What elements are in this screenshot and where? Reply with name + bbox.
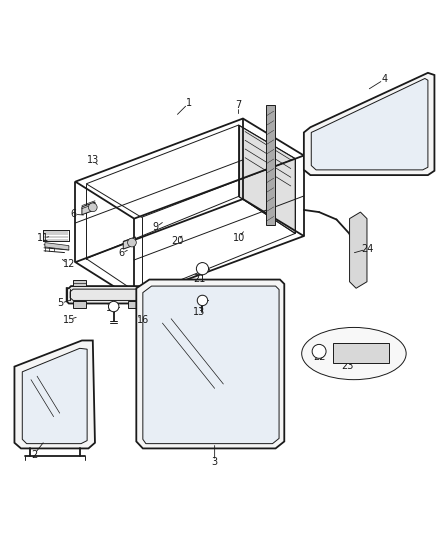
Text: 3: 3 (212, 457, 218, 467)
Polygon shape (333, 343, 389, 363)
Text: 5: 5 (57, 298, 63, 309)
Polygon shape (311, 78, 428, 170)
Text: 4: 4 (381, 75, 388, 84)
Text: 6: 6 (70, 209, 76, 219)
Text: 23: 23 (341, 361, 353, 371)
Circle shape (127, 238, 136, 247)
Text: 1: 1 (185, 98, 191, 108)
Text: 20: 20 (171, 236, 184, 246)
Polygon shape (143, 286, 279, 443)
Text: 12: 12 (63, 260, 75, 269)
Text: 10: 10 (233, 233, 245, 243)
Polygon shape (136, 279, 284, 448)
Circle shape (197, 295, 208, 305)
Text: 21: 21 (193, 273, 205, 284)
Ellipse shape (302, 327, 406, 379)
Text: 22: 22 (313, 352, 325, 362)
Text: 11: 11 (37, 233, 49, 243)
Text: 9: 9 (153, 222, 159, 232)
Text: 15: 15 (63, 314, 75, 325)
Polygon shape (14, 341, 95, 448)
Text: 16: 16 (137, 314, 149, 325)
Polygon shape (82, 202, 95, 215)
Text: 13: 13 (87, 155, 99, 165)
Text: 14: 14 (106, 303, 119, 313)
Circle shape (88, 203, 97, 212)
Polygon shape (73, 280, 86, 286)
Text: 13: 13 (193, 307, 205, 317)
Polygon shape (22, 349, 87, 443)
Polygon shape (127, 301, 143, 308)
Text: 6: 6 (118, 248, 124, 259)
Text: 7: 7 (236, 100, 242, 110)
Polygon shape (266, 106, 275, 225)
Polygon shape (239, 125, 295, 233)
Polygon shape (67, 286, 147, 303)
Circle shape (312, 344, 326, 358)
Polygon shape (73, 301, 86, 308)
Polygon shape (123, 237, 135, 249)
Text: 24: 24 (361, 244, 373, 254)
Circle shape (196, 263, 208, 275)
Circle shape (109, 301, 119, 312)
Polygon shape (45, 243, 69, 250)
Polygon shape (304, 73, 434, 175)
Text: 2: 2 (31, 449, 37, 459)
Polygon shape (350, 212, 367, 288)
